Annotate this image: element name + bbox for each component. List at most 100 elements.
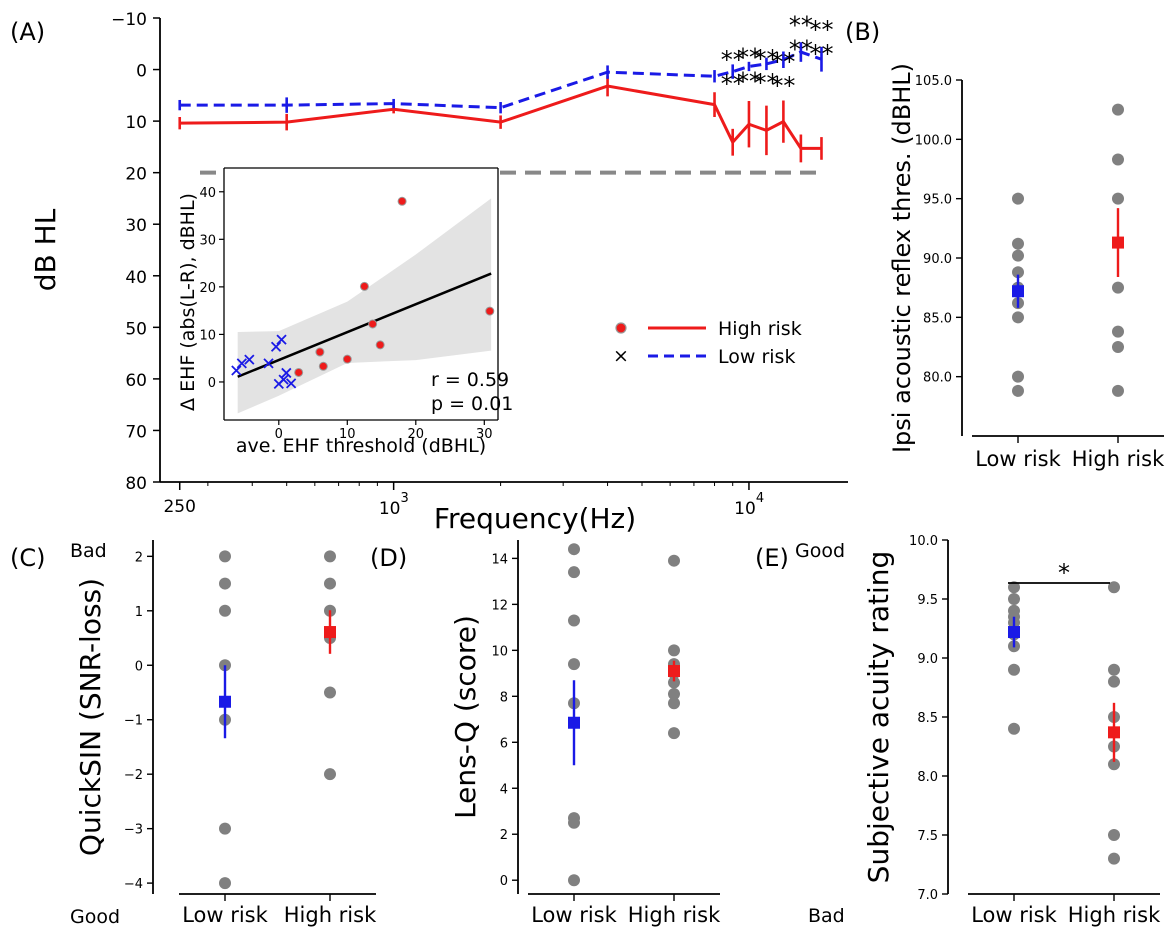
- y-tick-label: −2: [124, 768, 143, 783]
- y-tick-label: 60: [125, 371, 147, 391]
- y-tick-label: 2: [135, 550, 143, 565]
- data-point: [568, 658, 580, 671]
- x-tick-label: 10: [734, 499, 756, 519]
- data-point: [1112, 281, 1124, 294]
- category-label: High risk: [628, 903, 721, 927]
- regression-line: [237, 272, 492, 378]
- data-point: [219, 877, 231, 890]
- mean-marker: [1012, 285, 1024, 298]
- y-tick-label: 0: [136, 62, 147, 82]
- y-tick-label: 4: [500, 782, 508, 797]
- significance-marker: **: [789, 11, 813, 39]
- inset-x-tick-label: 0: [275, 427, 283, 442]
- y-tick-label: 70: [125, 422, 147, 442]
- data-point: [219, 577, 231, 590]
- inset-plot: 0 10 20 30 0 10 20 30 40 ave. EHF threshold (dBHL…: [177, 167, 513, 457]
- category-label: Low risk: [971, 903, 1057, 927]
- inset-point-high-risk: [318, 361, 328, 371]
- inset-point-low-risk: [285, 378, 297, 389]
- data-point: [1008, 581, 1020, 594]
- y-tick-label: 95.0: [923, 193, 952, 208]
- data-point: [324, 577, 336, 590]
- axis-note-bottom: Good: [70, 906, 120, 928]
- inset-point-low-risk: [236, 358, 247, 369]
- inset-annotation-p: p = 0.01: [431, 393, 513, 415]
- y-tick-label: 10: [125, 113, 147, 133]
- inset-y-tick-label: 20: [199, 281, 216, 296]
- y-tick-label: 9.5: [917, 593, 938, 608]
- panel-label-e: (E): [755, 544, 789, 572]
- y-tick-label: 12: [491, 598, 508, 613]
- data-point: [1108, 675, 1120, 688]
- y-tick-label: 10: [491, 644, 508, 659]
- data-point: [1112, 341, 1124, 353]
- y-axis-label-c: QuickSIN (SNR-loss): [74, 578, 107, 856]
- x-tick-exponent: 3: [401, 491, 409, 506]
- data-point: [324, 686, 336, 699]
- category-label: High risk: [1072, 447, 1165, 471]
- data-point: [1108, 829, 1120, 841]
- category-label: Low risk: [975, 447, 1061, 471]
- y-tick-label: −1: [124, 714, 143, 729]
- category-label: High risk: [284, 903, 377, 927]
- inset-point-high-risk: [397, 196, 407, 206]
- data-point: [1012, 311, 1024, 324]
- data-point: [668, 697, 680, 710]
- significance-marker: **: [771, 48, 795, 76]
- data-point: [668, 554, 680, 567]
- inset-point-high-risk: [375, 340, 385, 350]
- data-point: [668, 727, 680, 740]
- data-point: [568, 543, 580, 556]
- axis-note-top: Good: [795, 540, 845, 562]
- legend-marker-low-risk: ×: [613, 345, 629, 367]
- data-point: [668, 644, 680, 657]
- data-point: [1108, 663, 1120, 676]
- y-tick-label: 6: [500, 736, 508, 751]
- axis-note-top: Bad: [70, 540, 107, 562]
- y-tick-label: 14: [491, 552, 508, 567]
- inset-point-high-risk: [359, 281, 369, 291]
- y-tick-label: 85.0: [923, 311, 952, 326]
- data-point: [219, 822, 231, 835]
- inset-point-high-risk: [368, 319, 378, 329]
- inset-x-tick-label: 10: [339, 427, 356, 442]
- legend-marker-high-risk: [615, 322, 627, 334]
- inset-point-low-risk: [244, 354, 255, 365]
- y-tick-label: 7.0: [917, 888, 938, 903]
- y-tick-label: 9.0: [917, 652, 938, 667]
- inset-point-low-risk: [276, 334, 287, 345]
- inset-y-tick-label: 40: [199, 186, 216, 201]
- data-point: [1112, 384, 1124, 397]
- mean-marker: [1008, 626, 1020, 639]
- panel-label-a: (A): [10, 18, 45, 46]
- data-point: [1008, 663, 1020, 676]
- y-axis-label-a: dB HL: [29, 208, 62, 291]
- mean-marker: [1108, 726, 1120, 739]
- inset-y-axis-label: Δ EHF (abs(L-R), dBHL): [177, 193, 199, 411]
- significance-marker: **: [809, 16, 833, 44]
- y-axis-label-e: Subjective acuity rating: [862, 551, 895, 884]
- x-tick-label: 10: [379, 499, 401, 519]
- x-axis-label-a: Frequency(Hz): [434, 502, 636, 535]
- panel-c: (C) −4 −3 −2 −1 0 1 2 Low risk High risk QuickSIN …: [10, 540, 377, 928]
- y-tick-label: 7.5: [917, 829, 938, 844]
- mean-marker: [219, 695, 231, 708]
- panel-e: (E) 7.0 7.5 8.0 8.5 9.0 9.5 10.0 Low risk High ri…: [755, 534, 1161, 927]
- mean-marker: [1112, 236, 1124, 249]
- inset-x-axis-label: ave. EHF threshold (dBHL): [236, 435, 486, 457]
- data-point: [1108, 758, 1120, 771]
- y-tick-label: 0: [500, 874, 508, 889]
- significance-marker: **: [809, 40, 833, 68]
- series-line-high-risk: [179, 84, 822, 150]
- y-axis-label-b: Ipsi acoustic reflex thres. (dBHL): [888, 63, 916, 453]
- data-point: [1108, 581, 1120, 594]
- category-label: Low risk: [531, 903, 617, 927]
- y-tick-label: 40: [125, 268, 147, 288]
- data-point: [219, 604, 231, 617]
- data-point: [1008, 722, 1020, 735]
- y-tick-label: 1: [135, 605, 143, 620]
- y-tick-label: 20: [125, 165, 147, 185]
- inset-point-low-risk: [231, 365, 242, 376]
